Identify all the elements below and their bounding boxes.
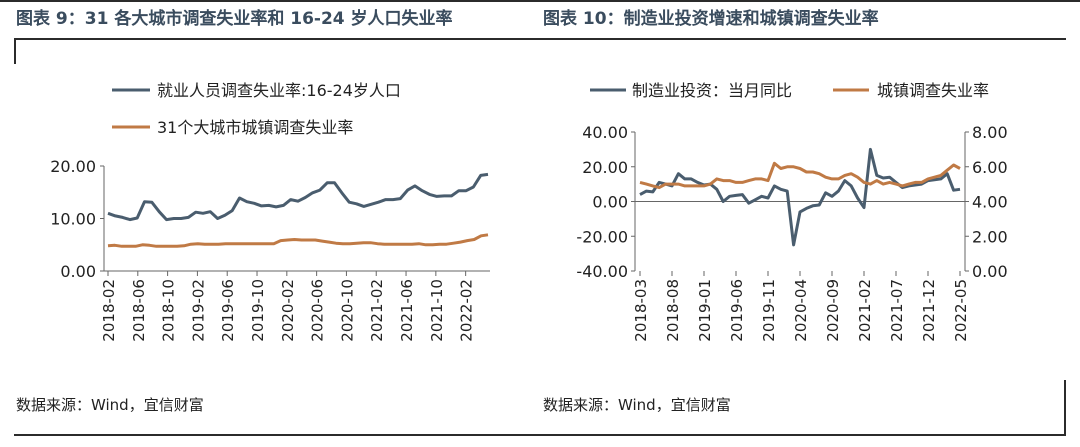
left-x-tick-label: 2021-06 xyxy=(398,279,416,342)
left-x-tick-label: 2018-02 xyxy=(100,279,118,342)
right-legend-label-1: 制造业投资：当月同比 xyxy=(632,81,792,100)
right-x-tick-label: 2021-02 xyxy=(856,279,874,342)
right-y-tick-label: -20.00 xyxy=(576,227,628,246)
right-border xyxy=(1064,380,1066,436)
left-x-tick-label: 2019-02 xyxy=(189,279,207,342)
top-rule xyxy=(0,0,1080,2)
left-panel-title: 图表 9：31 各大城市调查失业率和 16-24 岁人口失业率 xyxy=(16,9,453,29)
right-x-tick-label: 2021-12 xyxy=(920,279,938,342)
left-x-tick-label: 2020-06 xyxy=(309,279,327,342)
right-series-line-1 xyxy=(639,147,961,247)
right-y2-tick-label: 8.00 xyxy=(972,123,1008,142)
left-x-tick-label: 2021-10 xyxy=(428,279,446,342)
left-x-tick-label: 2019-10 xyxy=(249,279,267,342)
right-y-tick-label: 40.00 xyxy=(582,123,628,142)
right-y-tick-label: 0.00 xyxy=(592,193,628,212)
right-x-tick-label: 2019-01 xyxy=(696,279,714,342)
right-y-tick-label: -40.00 xyxy=(576,262,628,281)
right-series-line-2 xyxy=(639,161,961,190)
right-y2-tick-label: 4.00 xyxy=(972,193,1008,212)
left-x-tick-label: 2020-02 xyxy=(279,279,297,342)
bottom-rule xyxy=(14,434,1066,436)
right-y2-tick-label: 2.00 xyxy=(972,227,1008,246)
left-series-line-1 xyxy=(107,172,489,222)
right-x-tick-label: 2020-04 xyxy=(792,279,810,342)
left-border xyxy=(14,38,16,64)
left-x-tick-label: 2022-02 xyxy=(458,279,476,342)
right-x-tick-label: 2022-05 xyxy=(952,279,970,342)
left-x-tick-label: 2019-06 xyxy=(219,279,237,342)
left-legend-label-2: 31个大城市城镇调查失业率 xyxy=(157,118,353,137)
right-panel-title: 图表 10：制造业投资增速和城镇调查失业率 xyxy=(543,9,879,29)
right-legend-label-2: 城镇调查失业率 xyxy=(877,81,989,100)
right-source-note: 数据来源：Wind，宜信财富 xyxy=(543,396,731,414)
left-legend-label-1: 就业人员调查失业率:16-24岁人口 xyxy=(157,81,401,100)
left-x-tick-label: 2021-02 xyxy=(368,279,386,342)
right-y2-tick-label: 6.00 xyxy=(972,158,1008,177)
right-x-tick-label: 2018-08 xyxy=(664,279,682,342)
left-y-tick-label: 0.00 xyxy=(60,262,96,281)
right-x-tick-label: 2021-07 xyxy=(888,279,906,342)
right-y-tick-label: 20.00 xyxy=(582,158,628,177)
right-x-tick-label: 2020-09 xyxy=(824,279,842,342)
left-x-tick-label: 2018-10 xyxy=(160,279,178,342)
header-rule xyxy=(14,38,1066,40)
right-x-tick-label: 2019-06 xyxy=(728,279,746,342)
left-y-tick-label: 10.00 xyxy=(50,210,96,229)
right-x-tick-label: 2018-03 xyxy=(632,279,650,342)
right-y2-tick-label: 0.00 xyxy=(972,262,1008,281)
left-y-tick-label: 20.00 xyxy=(50,157,96,176)
left-x-tick-label: 2020-10 xyxy=(338,279,356,342)
right-x-tick-label: 2019-11 xyxy=(760,279,778,342)
left-source-note: 数据来源：Wind，宜信财富 xyxy=(16,396,204,414)
left-x-tick-label: 2018-06 xyxy=(130,279,148,342)
left-series-line-2 xyxy=(107,233,489,248)
